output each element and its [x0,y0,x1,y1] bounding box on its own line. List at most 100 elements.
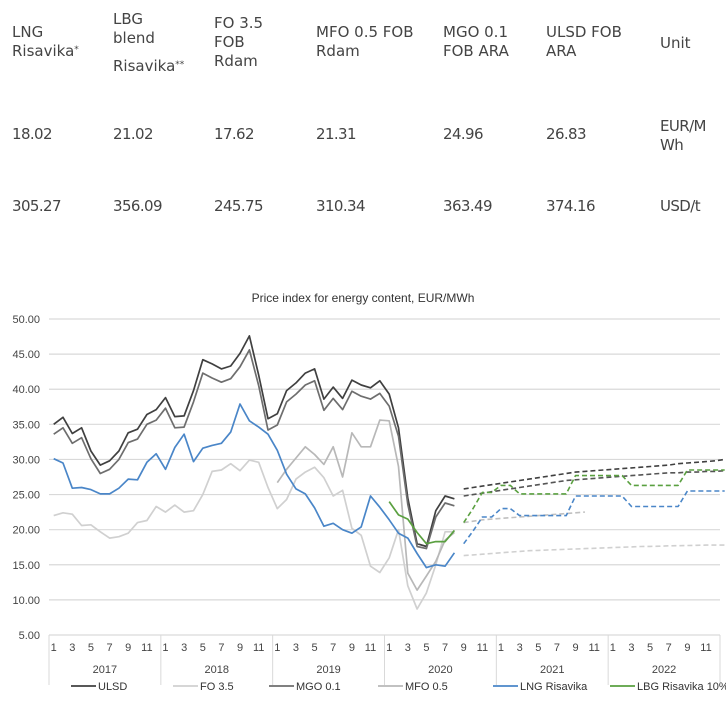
price-cell: 21.31 [316,125,357,143]
y-tick-label: 30.00 [12,454,40,466]
x-month-label: 11 [365,642,376,654]
y-tick-label: 35.00 [12,419,40,431]
x-month-label: 9 [572,642,578,654]
x-month-label: 9 [461,642,467,654]
series-line-lbg-risavika-10-forward [463,469,725,524]
column-header-line: FOB ARA [443,42,509,60]
y-tick-label: 10.00 [12,595,40,607]
price-cell: 26.83 [546,125,587,143]
series-line-mfo-0-5-forward [463,511,585,524]
x-month-label: 11 [588,642,599,654]
x-month-label: 3 [628,642,634,654]
column-header: MGO 0.1 FOB ARA [443,23,509,61]
x-month-label: 1 [498,642,504,654]
series-line-mfo-0-5 [276,419,455,591]
legend-label: LNG Risavika [520,681,588,693]
series-line-mgo-0-1 [53,349,455,550]
x-year-label: 2018 [205,664,229,676]
column-header-line: Unit [660,34,691,52]
price-cell: 305.27 [12,197,61,215]
x-month-label: 3 [293,642,299,654]
chart-title: Price index for energy content, EUR/MWh [252,291,475,305]
column-header-line: ULSD FOB [546,23,622,41]
y-tick-label: 15.00 [12,560,40,572]
price-cell: 363.49 [443,197,492,215]
column-header-line: blend [113,29,155,47]
column-header: LBG blend Risavika** [113,10,184,76]
x-month-label: 3 [69,642,75,654]
legend-label: FO 3.5 [200,681,234,693]
column-header-line: Rdam [316,42,360,60]
x-year-label: 2017 [93,664,117,676]
series-line-lng-risavika [53,403,456,569]
column-header-line: FOB [214,33,245,51]
series-line-ulsd [53,335,455,548]
x-month-label: 9 [125,642,131,654]
x-month-label: 11 [700,642,711,654]
price-cell: 24.96 [443,125,484,143]
column-header-line: Risavika* [12,42,79,60]
x-month-label: 11 [477,642,488,654]
x-month-label: 9 [349,642,355,654]
x-month-label: 7 [554,642,560,654]
y-tick-label: 5.00 [19,630,40,642]
x-month-label: 5 [647,642,653,654]
y-tick-label: 40.00 [12,384,40,396]
column-header: MFO 0.5 FOB Rdam [316,23,414,61]
series-line-mgo-0-1-forward [463,469,725,497]
x-month-label: 1 [610,642,616,654]
price-cell: 21.02 [113,125,154,143]
price-index-chart: Price index for energy content, EUR/MWh 5… [12,291,726,693]
column-header-line: Rdam [214,52,258,70]
x-month-label: 9 [684,642,690,654]
x-month-label: 9 [237,642,243,654]
price-cell: 374.16 [546,197,595,215]
series-line-lng-risavika-forward [463,490,725,545]
x-month-label: 1 [162,642,168,654]
x-month-label: 3 [405,642,411,654]
price-cell: 310.34 [316,197,365,215]
x-year-label: 2019 [316,664,340,676]
footnote-marker: ** [175,60,185,70]
price-cell: 17.62 [214,125,255,143]
x-month-label: 3 [181,642,187,654]
column-header-line: Risavika** [113,57,185,75]
series-line-lbg-risavika-10 [388,501,456,545]
unit-cell: USD/t [660,197,701,215]
column-header-line: LNG [12,23,44,41]
x-month-label: 11 [141,642,152,654]
x-month-label: 5 [312,642,318,654]
column-header-line: LBG [113,10,144,28]
x-month-label: 7 [666,642,672,654]
column-header-line: FO 3.5 [214,14,264,32]
legend-label: ULSD [98,681,127,693]
x-month-label: 11 [253,642,264,654]
series-line-fo-3-5-forward [463,544,725,557]
x-month-label: 5 [535,642,541,654]
column-header: Unit [660,34,691,53]
column-header-line: MGO 0.1 [443,23,508,41]
x-month-label: 7 [330,642,336,654]
x-month-label: 1 [386,642,392,654]
x-month-label: 5 [88,642,94,654]
price-cell: 18.02 [12,125,53,143]
x-month-label: 7 [218,642,224,654]
column-header: ULSD FOB ARA [546,23,622,61]
x-year-label: 2021 [540,664,564,676]
legend-label: LBG Risavika 10% [637,681,726,693]
legend-label: MGO 0.1 [296,681,341,693]
y-tick-label: 20.00 [12,525,40,537]
series-line-ulsd-forward [463,458,725,490]
footnote-marker: * [74,45,79,55]
x-month-label: 5 [423,642,429,654]
y-tick-label: 50.00 [12,314,40,326]
column-header-line: MFO 0.5 FOB [316,23,414,41]
column-header: FO 3.5 FOB Rdam [214,14,263,71]
x-month-label: 5 [200,642,206,654]
x-year-label: 2020 [428,664,452,676]
price-cell: 245.75 [214,197,263,215]
x-month-label: 3 [517,642,523,654]
x-month-label: 7 [107,642,113,654]
x-month-label: 1 [274,642,280,654]
